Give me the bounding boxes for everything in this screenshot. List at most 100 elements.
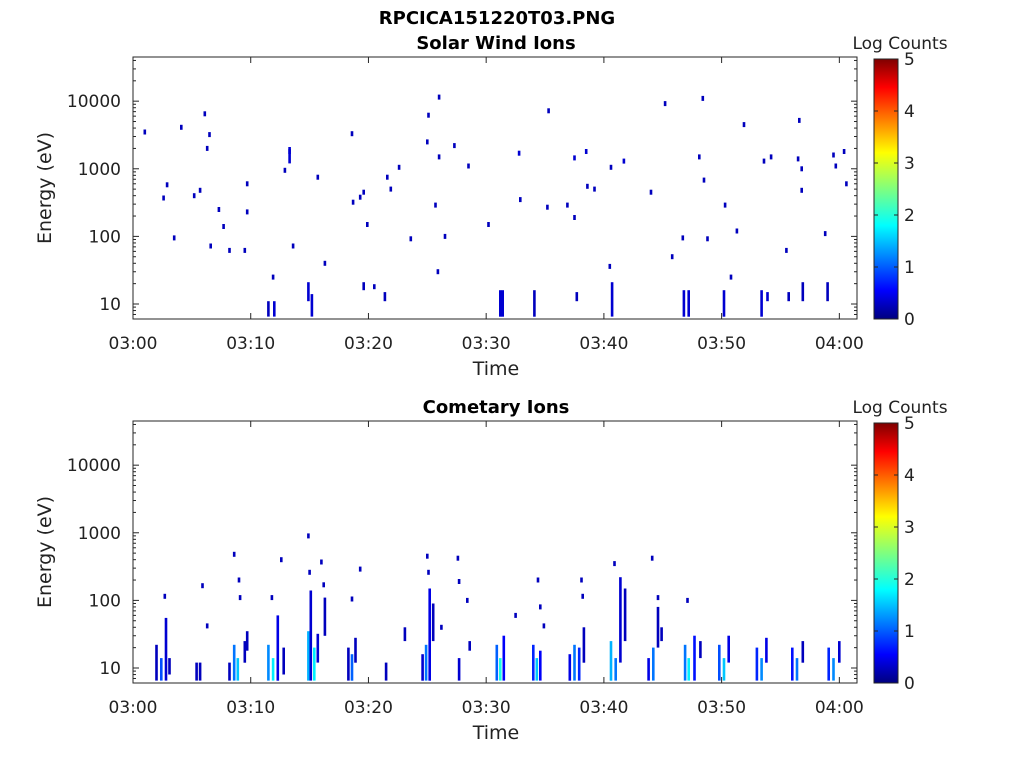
heatmap-cell [656,595,660,601]
heatmap-cell [742,122,746,128]
heatmap-cell [785,247,788,253]
heatmap-cell [291,243,295,249]
colorbar-gradient [873,58,899,320]
heatmap-column [236,658,240,681]
heatmap-cell [440,624,443,630]
heatmap-column [699,641,702,659]
heatmap-cell [834,163,838,169]
heatmap-cell [358,566,362,572]
heatmap-cell [217,207,221,212]
heatmap-column [682,290,686,317]
heatmap-cell [245,181,249,187]
heatmap-cell [209,243,212,249]
heatmap-column [660,627,663,642]
heatmap-cell [222,224,225,229]
panel-title: Cometary Ions [423,397,570,418]
heatmap-cell [609,164,613,170]
heatmap-column [495,644,499,681]
heatmap-column [722,658,726,681]
heatmap-cell [271,274,275,280]
heatmap-cell [283,167,287,173]
y-tick-label: 10 [99,295,121,315]
heatmap-cell [566,202,569,208]
heatmap-cell [823,231,827,237]
heatmap-cell [581,593,584,599]
heatmap-cell [426,553,429,559]
y-axis-label: Energy (eV) [34,496,56,608]
heatmap-cell [796,156,800,162]
heatmap-cell [487,222,490,227]
panel-title: Solar Wind Ions [416,33,575,54]
heatmap-cell [453,143,456,149]
heatmap-cell [237,577,241,583]
heatmap-cell [323,260,327,266]
heatmap-column [693,635,696,681]
heatmap-cell [427,112,430,118]
heatmap-column [164,617,168,681]
colorbar-tick-label: 1 [904,622,915,642]
heatmap-column [683,644,687,681]
heatmap-cell [143,129,147,135]
heatmap-column [245,631,249,651]
heatmap-column [282,647,285,675]
heatmap-layer [143,94,848,317]
heatmap-column [795,658,799,681]
heatmap-cell [397,164,401,170]
heatmap-cell [198,187,202,193]
heatmap-column [168,658,171,675]
heatmap-column [838,641,841,663]
heatmap-cell [584,149,588,154]
heatmap-cell [701,95,705,101]
heatmap-cell [427,569,430,575]
heatmap-layer [155,533,841,681]
heatmap-column [195,662,198,681]
heatmap-cell [735,228,739,234]
heatmap-cell [681,235,685,241]
heatmap-cell [350,596,354,602]
heatmap-cell [208,132,211,138]
heatmap-cell [573,215,576,220]
heatmap-cell [622,158,626,164]
heatmap-cell [723,202,727,208]
heatmap-cell [366,222,369,227]
colorbar-tick-label: 5 [904,414,915,434]
x-tick-label: 03:10 [226,334,275,354]
heatmap-column [539,650,542,681]
heatmap-cell [238,595,242,601]
heatmap-cell [547,108,550,114]
heatmap-column [687,290,690,317]
heatmap-cell [536,577,540,583]
heatmap-cell [409,236,413,242]
heatmap-cell [762,158,766,164]
colorbar-tick-label: 4 [904,102,915,122]
heatmap-cell [280,557,283,563]
heatmap-column [499,658,502,681]
y-tick-label: 1000 [78,524,121,544]
heatmap-column [647,658,650,681]
x-tick-label: 03:30 [462,698,511,718]
heatmap-cell [322,582,325,588]
y-tick-label: 10 [99,659,121,679]
heatmap-column [276,615,280,681]
heatmap-cell [698,154,701,160]
heatmap-cell [373,284,376,290]
heatmap-cell [165,182,169,188]
heatmap-cell [842,149,846,154]
plot-frame [132,420,858,684]
colorbar-ticks: 0 1 2 3 4 5 [874,414,915,694]
y-tick-label: 1000 [78,160,121,180]
heatmap-column [826,282,829,302]
heatmap-column [623,588,627,642]
colorbar: Log Counts 0 1 2 3 4 5 [852,398,947,694]
heatmap-column [431,603,435,642]
heatmap-column [271,658,275,681]
colorbar-tick-label: 0 [904,310,915,330]
colorbar: Log Counts 0 1 2 3 4 5 [852,34,947,330]
heatmap-cell [456,555,460,561]
heatmap-column [573,644,576,681]
heatmap-column [160,658,163,681]
heatmap-column [155,644,158,681]
heatmap-column [267,301,270,317]
colorbar-ticks: 0 1 2 3 4 5 [874,50,915,330]
